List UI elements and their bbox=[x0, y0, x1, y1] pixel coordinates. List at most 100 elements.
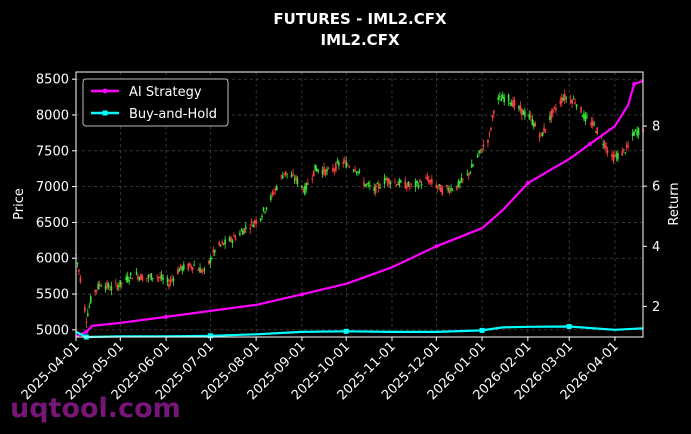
candle-body bbox=[575, 104, 578, 108]
candle-body bbox=[84, 306, 86, 312]
candle-body bbox=[435, 184, 438, 188]
marker-ai-strategy bbox=[587, 142, 592, 147]
candle-body bbox=[151, 277, 154, 279]
candle-body bbox=[259, 218, 262, 221]
candle-body bbox=[100, 285, 102, 287]
candle-body bbox=[369, 184, 371, 187]
candle-body bbox=[239, 232, 241, 236]
candle-body bbox=[543, 127, 545, 133]
candle-body bbox=[245, 226, 247, 229]
candle-body bbox=[97, 283, 99, 290]
candle-body bbox=[581, 116, 584, 118]
candle-body bbox=[580, 106, 582, 113]
marker-ai-strategy bbox=[525, 181, 530, 186]
candle-body bbox=[445, 185, 448, 187]
candle-body bbox=[518, 106, 520, 109]
candle-body bbox=[172, 278, 175, 281]
legend-marker-ai-strategy bbox=[102, 88, 108, 94]
candle-body bbox=[314, 164, 317, 171]
chart-subtitle: IML2.CFX bbox=[320, 31, 399, 49]
candle-body bbox=[150, 273, 153, 281]
candle-body bbox=[250, 221, 253, 223]
candle-body bbox=[157, 276, 160, 278]
candle-body bbox=[76, 262, 79, 264]
y-axis-left-label: Price bbox=[12, 188, 27, 220]
candle-body bbox=[292, 173, 294, 176]
candle-body bbox=[326, 169, 328, 172]
candle-body bbox=[202, 269, 204, 272]
candle-body bbox=[137, 275, 139, 280]
candle-body bbox=[488, 133, 491, 135]
plot-frame bbox=[75, 71, 644, 338]
candle-body bbox=[293, 179, 296, 181]
candle-body bbox=[389, 182, 392, 185]
candle-body bbox=[354, 169, 356, 172]
candle-body bbox=[231, 240, 234, 243]
candle-body bbox=[636, 130, 638, 136]
candle-body bbox=[171, 279, 173, 281]
candle-body bbox=[208, 260, 210, 264]
candle-body bbox=[528, 114, 531, 119]
candle-body bbox=[428, 179, 430, 184]
candle-body bbox=[493, 110, 495, 114]
candle-body bbox=[193, 264, 195, 266]
candle-body bbox=[501, 94, 504, 99]
candle-body bbox=[498, 95, 501, 97]
candle-body bbox=[591, 120, 594, 126]
candle-body bbox=[631, 132, 634, 136]
candle-body bbox=[611, 153, 613, 157]
candle-body bbox=[594, 131, 597, 133]
y-tick-label-right: 8 bbox=[652, 120, 660, 135]
candle-body bbox=[156, 276, 159, 278]
y-axis-right-label: Return bbox=[667, 182, 682, 225]
candle-body bbox=[376, 183, 379, 185]
candle-body bbox=[85, 321, 88, 323]
candle-body bbox=[129, 273, 132, 275]
candle-body bbox=[425, 177, 427, 179]
candle-body bbox=[544, 129, 547, 131]
candle-body bbox=[367, 182, 370, 185]
candle-body bbox=[615, 154, 618, 157]
candle-body bbox=[364, 184, 367, 187]
candle-body bbox=[555, 108, 557, 111]
candle-body bbox=[408, 185, 411, 187]
y-tick-label-left: 7000 bbox=[36, 180, 69, 195]
candle-body bbox=[307, 182, 309, 185]
candle-body bbox=[416, 180, 418, 183]
candle-body bbox=[335, 163, 337, 172]
candle-body bbox=[447, 187, 449, 191]
candle-body bbox=[242, 230, 244, 235]
candle-body bbox=[394, 181, 396, 183]
candle-body bbox=[324, 169, 327, 176]
marker-buy-and-hold bbox=[479, 327, 485, 333]
candle-body bbox=[149, 275, 151, 277]
y-tick-label-left: 5000 bbox=[36, 323, 69, 338]
candle-body bbox=[255, 220, 257, 224]
candle-body bbox=[397, 183, 399, 185]
candle-body bbox=[512, 99, 514, 108]
candle-body bbox=[311, 177, 314, 180]
candle-body bbox=[497, 97, 500, 100]
grid bbox=[75, 72, 643, 337]
candle-body bbox=[118, 285, 120, 288]
candle-body bbox=[457, 181, 460, 188]
candle-body bbox=[253, 220, 256, 224]
candle-body bbox=[321, 169, 324, 175]
candle-body bbox=[203, 268, 206, 270]
candle-body bbox=[240, 230, 243, 232]
candle-body bbox=[338, 162, 340, 166]
candle-body bbox=[343, 160, 346, 162]
candle-body bbox=[281, 175, 284, 179]
candle-body bbox=[624, 152, 627, 154]
candle-body bbox=[188, 263, 191, 266]
candle-body bbox=[521, 108, 523, 116]
candle-body bbox=[199, 267, 201, 273]
candle-body bbox=[296, 178, 299, 185]
candle-body bbox=[109, 289, 111, 291]
candle-body bbox=[140, 274, 142, 280]
candle-body bbox=[602, 143, 604, 145]
candle-body bbox=[431, 179, 433, 184]
candle-body bbox=[574, 102, 576, 104]
candle-body bbox=[451, 189, 454, 191]
y-tick-label-right: 2 bbox=[652, 300, 660, 315]
